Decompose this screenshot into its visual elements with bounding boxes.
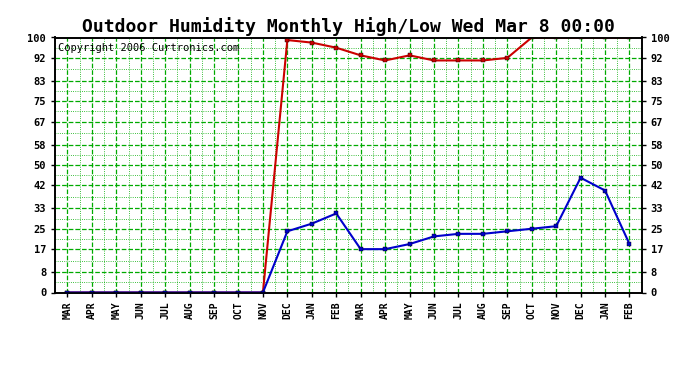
Title: Outdoor Humidity Monthly High/Low Wed Mar 8 00:00: Outdoor Humidity Monthly High/Low Wed Ma… bbox=[82, 17, 615, 36]
Text: Copyright 2006 Curtronics.com: Copyright 2006 Curtronics.com bbox=[58, 43, 239, 52]
